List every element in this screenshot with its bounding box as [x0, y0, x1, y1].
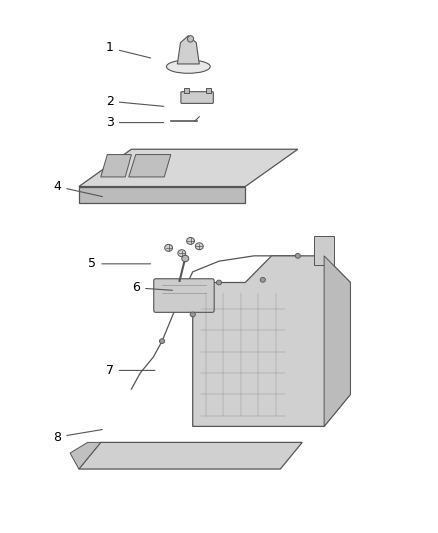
- FancyBboxPatch shape: [206, 88, 211, 93]
- Ellipse shape: [216, 280, 222, 285]
- Text: 2: 2: [106, 95, 164, 108]
- Ellipse shape: [182, 255, 189, 262]
- Polygon shape: [177, 36, 199, 64]
- Text: 6: 6: [132, 281, 173, 294]
- Polygon shape: [129, 155, 171, 177]
- Ellipse shape: [190, 312, 195, 317]
- Ellipse shape: [187, 238, 194, 244]
- Ellipse shape: [295, 253, 300, 258]
- Ellipse shape: [260, 277, 265, 282]
- Text: 4: 4: [53, 180, 102, 197]
- Text: 7: 7: [106, 364, 155, 377]
- Polygon shape: [79, 149, 298, 187]
- Polygon shape: [70, 442, 101, 469]
- FancyBboxPatch shape: [314, 236, 334, 265]
- Polygon shape: [193, 256, 350, 426]
- Polygon shape: [101, 155, 131, 177]
- Polygon shape: [79, 187, 245, 203]
- Ellipse shape: [178, 249, 186, 257]
- Ellipse shape: [166, 60, 210, 74]
- FancyBboxPatch shape: [184, 88, 189, 93]
- FancyBboxPatch shape: [181, 92, 213, 103]
- Text: 5: 5: [88, 257, 151, 270]
- Ellipse shape: [159, 339, 165, 344]
- Text: 3: 3: [106, 116, 164, 129]
- FancyBboxPatch shape: [154, 279, 214, 312]
- Polygon shape: [79, 442, 302, 469]
- Ellipse shape: [195, 243, 203, 249]
- Text: 1: 1: [106, 42, 151, 58]
- Text: 8: 8: [53, 430, 102, 443]
- Ellipse shape: [187, 36, 194, 42]
- Polygon shape: [324, 256, 350, 426]
- Ellipse shape: [165, 244, 173, 251]
